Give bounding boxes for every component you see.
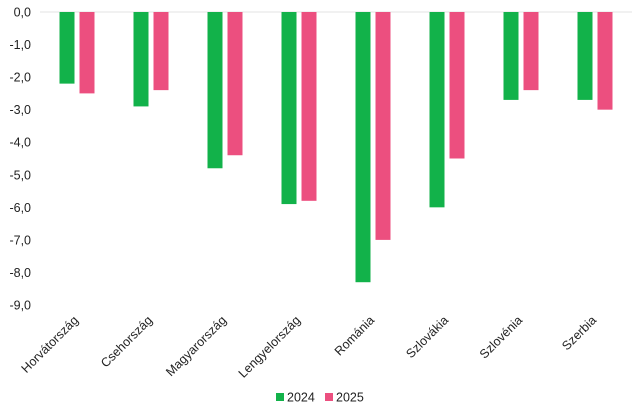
y-tick-label: 0,0 (14, 6, 31, 20)
y-tick-label: -4,0 (9, 136, 31, 150)
bar-2024-5 (429, 12, 445, 208)
legend-label: 2024 (287, 391, 315, 405)
legend-item-2024: 2024 (276, 391, 315, 405)
legend-swatch (276, 393, 284, 401)
bar-2024-7 (577, 12, 593, 100)
bar-2024-0 (59, 12, 75, 84)
bar-2024-3 (281, 12, 297, 205)
bar-2025-1 (153, 12, 169, 91)
x-tick-label: Horvátország (19, 313, 81, 375)
y-tick-label: -2,0 (9, 71, 31, 85)
y-tick-label: -1,0 (9, 38, 31, 52)
bar-2024-4 (355, 12, 371, 283)
x-tick-label: Csehország (98, 313, 155, 370)
legend-item-2025: 2025 (325, 391, 364, 405)
legend: 2024 2025 (276, 391, 364, 405)
x-tick-label: Szerbia (559, 313, 599, 353)
legend-label: 2025 (336, 391, 364, 405)
y-tick-label: -7,0 (9, 233, 31, 247)
y-tick-label: -5,0 (9, 168, 31, 182)
bar-2025-5 (449, 12, 465, 159)
bar-2024-2 (207, 12, 223, 169)
bar-2025-3 (301, 12, 317, 201)
x-tick-label: Románia (332, 313, 377, 358)
bar-2025-4 (375, 12, 391, 240)
bar-2024-6 (503, 12, 519, 100)
bar-2025-7 (597, 12, 613, 110)
x-tick-label: Szlovénia (477, 313, 525, 361)
y-tick-label: -8,0 (9, 266, 31, 280)
y-tick-label: -6,0 (9, 201, 31, 215)
legend-swatch (325, 393, 333, 401)
bar-2025-6 (523, 12, 539, 91)
bar-2024-1 (133, 12, 149, 107)
x-tick-label: Magyarország (163, 313, 229, 379)
x-tick-label: Lengyelország (236, 313, 303, 380)
y-tick-label: -9,0 (9, 299, 31, 313)
bar-2025-2 (227, 12, 243, 156)
y-tick-label: -3,0 (9, 103, 31, 117)
x-tick-label: Szlovákia (403, 313, 451, 361)
bars (59, 12, 613, 283)
y-axis: 0,0 -1,0 -2,0 -3,0 -4,0 -5,0 -6,0 -7,0 -8,0 -9,0 (9, 6, 31, 313)
x-axis: Horvátország Csehország Magyarország Lengye… (19, 313, 599, 380)
bar-2025-0 (79, 12, 95, 94)
